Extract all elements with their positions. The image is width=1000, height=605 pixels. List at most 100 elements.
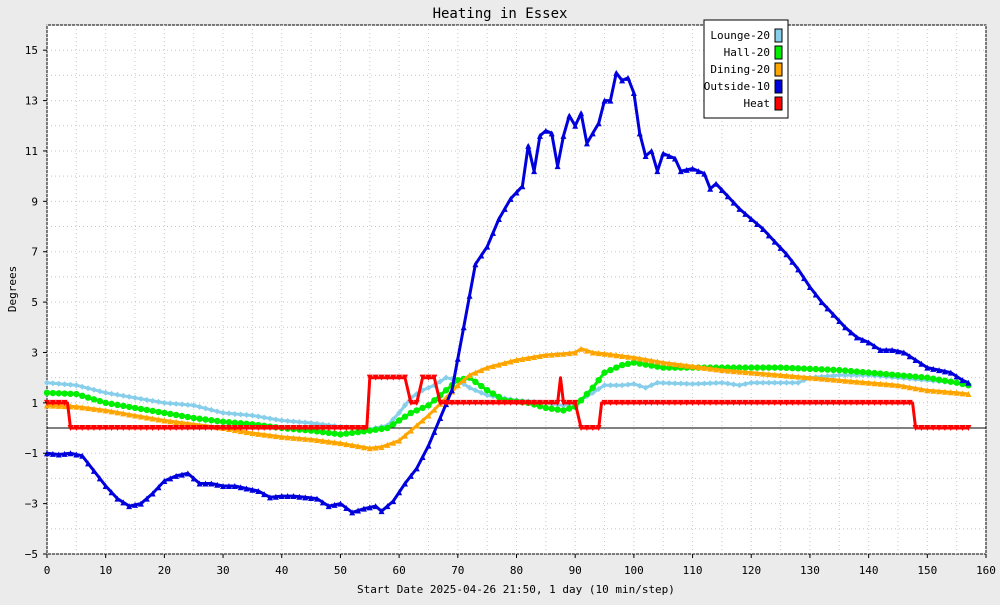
data-point-hall-20 (390, 421, 397, 428)
data-point-lounge-20 (173, 400, 180, 407)
data-point-outside-10 (460, 324, 467, 331)
data-point-heat (419, 374, 426, 381)
data-point-outside-10 (343, 505, 350, 512)
data-point-dining-20 (102, 407, 109, 414)
data-point-outside-10 (730, 199, 737, 206)
data-point-hall-20 (894, 371, 902, 379)
data-point-outside-10 (765, 232, 772, 239)
data-point-outside-10 (331, 501, 338, 508)
series-dining-20 (44, 345, 972, 452)
data-point-heat (595, 425, 602, 432)
data-point-dining-20 (55, 402, 62, 409)
data-point-lounge-20 (220, 409, 227, 416)
data-point-outside-10 (184, 470, 191, 477)
data-point-outside-10 (771, 238, 778, 245)
data-point-heat (701, 399, 708, 406)
data-point-outside-10 (842, 324, 849, 331)
data-point-heat (249, 425, 256, 432)
data-point-hall-20 (871, 369, 878, 377)
data-point-lounge-20 (143, 396, 150, 403)
data-point-heat (777, 399, 784, 406)
data-point-lounge-20 (114, 391, 121, 398)
data-point-heat (202, 425, 209, 432)
data-point-dining-20 (313, 437, 320, 444)
data-point-heat (443, 399, 450, 406)
data-point-lounge-20 (284, 417, 291, 424)
data-point-outside-10 (178, 471, 185, 478)
data-point-hall-20 (560, 407, 567, 414)
data-point-hall-20 (55, 390, 62, 397)
data-point-dining-20 (425, 412, 432, 419)
data-point-heat (718, 399, 725, 406)
data-point-hall-20 (929, 375, 937, 382)
data-point-outside-10 (707, 185, 714, 192)
data-point-heat (894, 399, 901, 406)
data-point-outside-10 (648, 147, 655, 154)
data-point-heat (448, 399, 455, 406)
data-point-heat (713, 399, 720, 406)
data-point-outside-10 (683, 166, 690, 173)
data-point-dining-20 (906, 384, 913, 391)
data-point-hall-20 (753, 364, 761, 371)
data-point-heat (853, 399, 860, 406)
data-point-lounge-20 (607, 382, 614, 389)
legend-swatch (774, 79, 783, 94)
x-tick-label: 70 (451, 564, 464, 577)
data-point-lounge-20 (713, 379, 720, 386)
data-point-hall-20 (90, 396, 98, 403)
data-point-lounge-20 (167, 400, 174, 407)
data-point-heat (795, 399, 802, 406)
data-point-dining-20 (759, 370, 766, 377)
data-point-dining-20 (302, 435, 309, 442)
data-point-dining-20 (718, 367, 725, 374)
data-point-dining-20 (871, 380, 878, 387)
data-point-heat (536, 399, 543, 406)
data-point-heat (255, 425, 262, 432)
data-point-heat (73, 425, 80, 432)
data-point-dining-20 (378, 443, 385, 450)
data-point-dining-20 (167, 418, 174, 425)
data-point-hall-20 (601, 369, 608, 376)
data-point-heat (754, 399, 761, 406)
series-heat (44, 374, 972, 432)
data-point-hall-20 (853, 368, 861, 375)
data-point-heat (331, 425, 338, 432)
data-point-dining-20 (460, 377, 467, 384)
data-point-outside-10 (126, 503, 133, 510)
data-point-outside-10 (190, 475, 197, 482)
data-point-heat (137, 425, 144, 432)
data-point-heat (302, 425, 309, 432)
data-point-hall-20 (607, 366, 614, 374)
data-point-heat (947, 425, 954, 432)
data-point-heat (630, 399, 637, 406)
data-point-heat (478, 399, 485, 406)
data-point-lounge-20 (771, 379, 778, 386)
data-point-hall-20 (953, 379, 960, 386)
data-point-hall-20 (108, 400, 115, 408)
legend-box (703, 19, 789, 119)
data-point-lounge-20 (619, 382, 626, 389)
data-point-dining-20 (495, 361, 502, 368)
data-point-dining-20 (883, 381, 890, 388)
data-point-dining-20 (261, 431, 268, 438)
data-point-outside-10 (96, 475, 103, 482)
data-point-lounge-20 (401, 402, 408, 409)
data-point-outside-10 (384, 503, 391, 510)
data-point-hall-20 (43, 389, 51, 396)
data-point-dining-20 (419, 417, 426, 424)
data-point-dining-20 (366, 445, 373, 452)
data-point-outside-10 (114, 495, 121, 502)
data-point-lounge-20 (278, 417, 285, 424)
data-point-dining-20 (701, 364, 708, 371)
data-point-outside-10 (67, 450, 74, 457)
legend-label: Lounge-20 (710, 29, 770, 42)
data-point-heat (184, 425, 191, 432)
data-point-hall-20 (143, 406, 150, 414)
data-point-heat (859, 399, 866, 406)
data-point-outside-10 (61, 450, 68, 457)
data-point-heat (190, 425, 197, 432)
data-point-heat (290, 425, 297, 432)
data-point-lounge-20 (736, 382, 743, 389)
data-point-hall-20 (73, 390, 80, 398)
